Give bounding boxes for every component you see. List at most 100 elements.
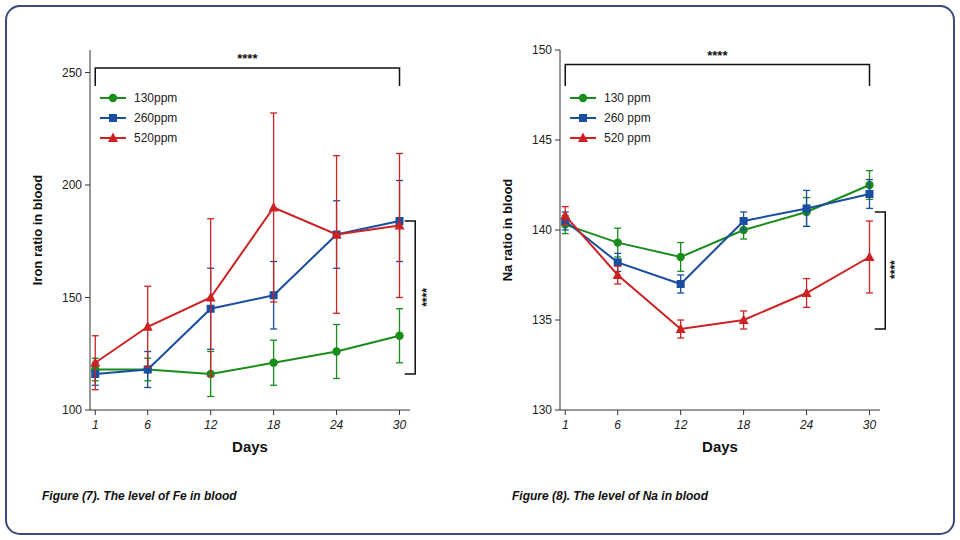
error-cap (614, 265, 621, 266)
error-cap (866, 208, 873, 209)
y-tick (85, 185, 90, 186)
series (560, 207, 874, 338)
error-cap (803, 278, 810, 279)
error-cap (92, 389, 99, 390)
x-tick-label: 1 (562, 418, 569, 432)
x-tick-label: 18 (737, 418, 751, 432)
point (614, 258, 622, 266)
error-cap (677, 292, 684, 293)
error-bar (270, 340, 277, 385)
point (676, 324, 686, 334)
panel: 1612182430100150200250DaysIron ratio in … (30, 50, 434, 503)
x-tick-label: 12 (204, 418, 218, 432)
error-cap (562, 229, 569, 230)
series (91, 181, 403, 388)
point (866, 190, 874, 198)
point (395, 332, 403, 340)
x-tick-label: 24 (329, 418, 344, 432)
caption: Figure (7). The level of Fe in blood (42, 489, 237, 503)
legend-label: 130 ppm (604, 91, 651, 105)
error-bar (614, 228, 621, 257)
x-axis-label: Days (232, 438, 268, 455)
y-tick (555, 140, 560, 141)
point (395, 220, 405, 230)
significance-bracket (95, 68, 399, 86)
point (90, 357, 100, 367)
caption: Figure (8). The level of Na in blood (512, 489, 709, 503)
error-cap (92, 335, 99, 336)
series-line (565, 194, 869, 284)
point (560, 210, 570, 220)
y-tick-label: 150 (62, 291, 82, 305)
error-bar (866, 180, 873, 209)
x-tick-label: 30 (863, 418, 877, 432)
error-cap (270, 340, 277, 341)
legend-label: 260 ppm (604, 111, 651, 125)
series (561, 180, 873, 293)
point (676, 253, 684, 261)
error-cap (677, 337, 684, 338)
y-tick (85, 410, 90, 411)
error-cap (396, 308, 403, 309)
point (144, 366, 152, 374)
error-bar (803, 190, 810, 226)
error-cap (562, 233, 569, 234)
annotation: **** (420, 288, 434, 307)
y-axis-line (90, 50, 91, 410)
y-tick (555, 320, 560, 321)
error-cap (144, 367, 151, 368)
error-cap (803, 307, 810, 308)
error-cap (333, 324, 340, 325)
point (332, 229, 342, 239)
error-cap (677, 242, 684, 243)
error-cap (207, 376, 214, 377)
x-tick (210, 410, 211, 415)
legend-label: 130ppm (134, 91, 177, 105)
error-cap (677, 319, 684, 320)
legend-marker (109, 94, 117, 102)
x-axis-line (560, 410, 880, 411)
error-cap (207, 218, 214, 219)
error-cap (270, 385, 277, 386)
error-cap (803, 190, 810, 191)
point (739, 315, 749, 325)
error-cap (614, 228, 621, 229)
y-tick (555, 230, 560, 231)
y-tick-label: 145 (532, 133, 552, 147)
error-cap (396, 297, 403, 298)
x-tick (273, 410, 274, 415)
error-cap (614, 253, 621, 254)
legend-label: 520 ppm (604, 131, 651, 145)
y-tick-label: 140 (532, 223, 552, 237)
point (613, 270, 623, 280)
series (90, 113, 404, 390)
y-tick (85, 72, 90, 73)
error-cap (270, 112, 277, 113)
point (677, 280, 685, 288)
point (802, 288, 812, 298)
y-axis-label: Na ratio in blood (500, 179, 515, 282)
annotation: **** (888, 260, 902, 279)
data-area (90, 113, 404, 397)
x-tick (399, 410, 400, 415)
error-cap (270, 328, 277, 329)
x-tick (336, 410, 337, 415)
error-cap (270, 301, 277, 302)
page-border (6, 6, 954, 534)
data-area (560, 171, 874, 338)
point (269, 359, 277, 367)
significance-bracket (405, 221, 415, 374)
significance-bracket (875, 212, 885, 329)
x-tick-label: 12 (674, 418, 688, 432)
x-tick (869, 410, 870, 415)
error-cap (562, 224, 569, 225)
x-tick (147, 410, 148, 415)
error-cap (333, 313, 340, 314)
point (269, 202, 279, 212)
point (740, 217, 748, 225)
error-cap (740, 211, 747, 212)
series-line (95, 336, 399, 374)
error-cap (740, 328, 747, 329)
x-tick (806, 410, 807, 415)
annotation: **** (237, 51, 258, 66)
